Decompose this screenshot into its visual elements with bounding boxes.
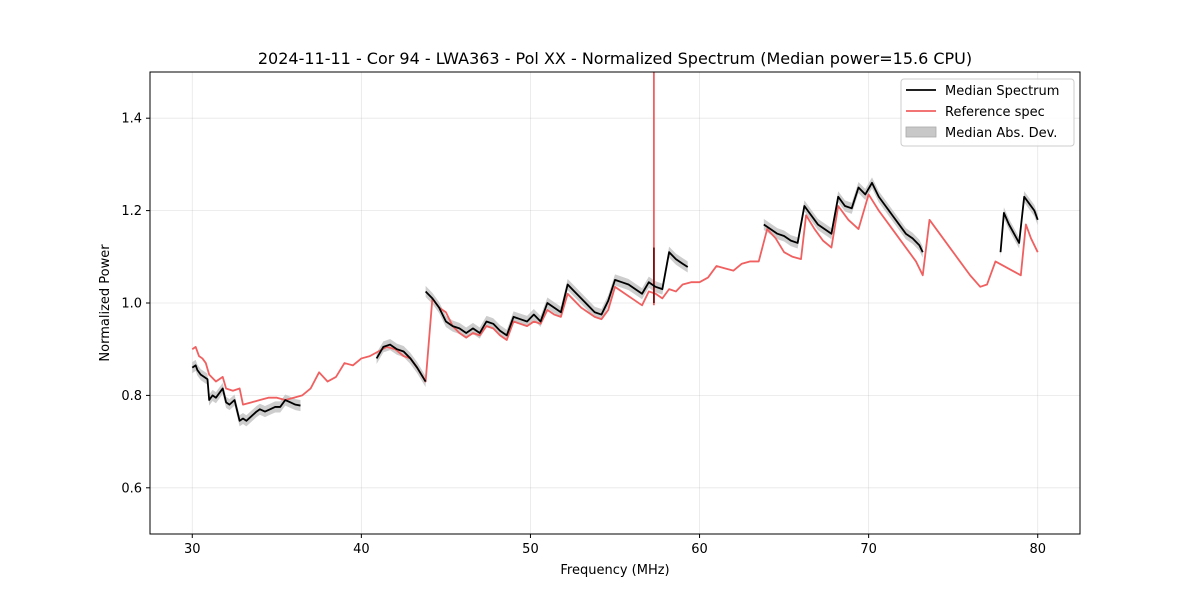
median-spectrum-line [424, 251, 689, 337]
y-tick-label: 0.8 [121, 389, 142, 404]
mad-band [763, 177, 923, 258]
x-axis-ticks: 30 40 50 60 70 80 [184, 534, 1046, 557]
median-spectrum-line [999, 195, 1039, 253]
legend-median-label: Median Spectrum [945, 84, 1059, 99]
legend-box [900, 78, 1075, 147]
y-tick-label: 1.4 [121, 112, 142, 127]
y-tick-label: 1.0 [121, 297, 142, 312]
median-spectrum-line [375, 343, 427, 383]
y-axis-label: Normalized Power [98, 244, 113, 362]
mad-band-layer [192, 177, 1038, 427]
mad-band [192, 359, 301, 427]
grid [150, 72, 1080, 534]
mad-band [376, 339, 426, 388]
reference-spectrum-line [191, 193, 1039, 406]
mad-band [1000, 191, 1038, 258]
legend-mad-swatch [905, 126, 937, 138]
legend-reference-label: Reference spec [945, 105, 1045, 120]
x-tick-label: 70 [860, 542, 877, 557]
x-tick-label: 40 [353, 542, 370, 557]
y-tick-label: 0.6 [121, 481, 142, 496]
x-axis-label: Frequency (MHz) [560, 563, 669, 578]
mad-band [425, 246, 688, 341]
y-tick-label: 1.2 [121, 204, 142, 219]
x-tick-label: 80 [1029, 542, 1046, 557]
median-spectrum-line [191, 364, 301, 422]
x-tick-label: 30 [184, 542, 201, 557]
x-tick-label: 60 [691, 542, 708, 557]
x-tick-label: 50 [522, 542, 539, 557]
chart-title: 2024-11-11 - Cor 94 - LWA363 - Pol XX - … [258, 49, 972, 68]
reference-spectrum-layer [191, 72, 1039, 406]
median-spectrum-line [763, 181, 924, 253]
legend: Median Spectrum Reference spec Median Ab… [900, 78, 1075, 147]
median-spectrum-layer [191, 181, 1039, 422]
legend-mad-label: Median Abs. Dev. [945, 126, 1057, 141]
y-axis-ticks: 0.6 0.8 1.0 1.2 1.4 [121, 112, 150, 496]
